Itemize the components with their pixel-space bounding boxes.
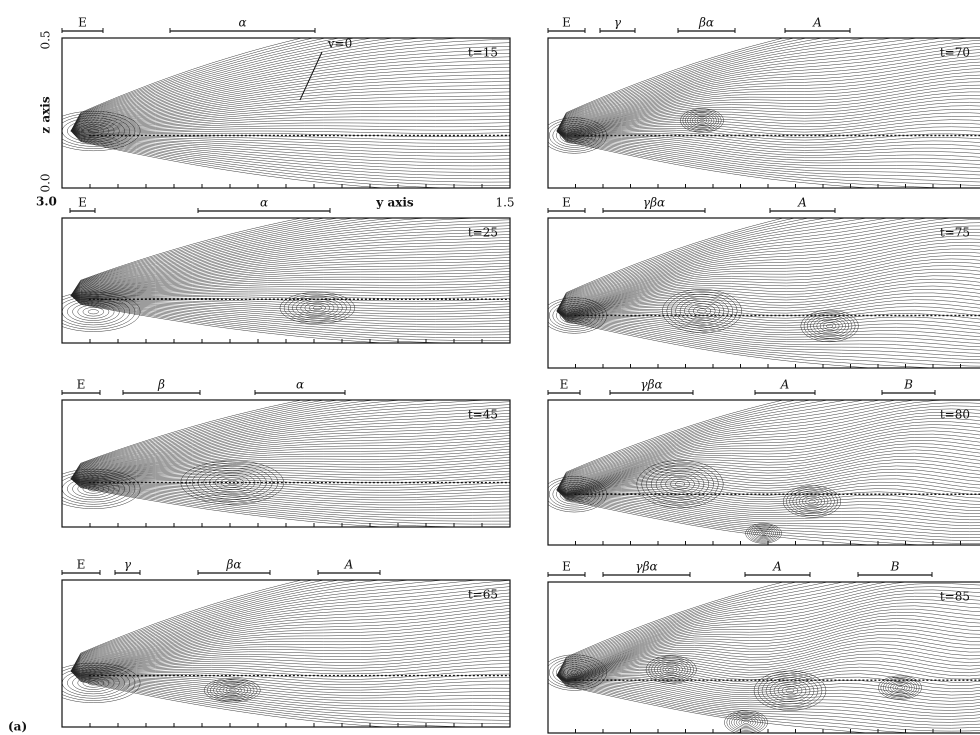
region-label: γ bbox=[124, 558, 132, 572]
region-label: E bbox=[77, 558, 86, 572]
figure: (a) 0.5 z axis 0.0 3.0 y axis 1.5 t=15 Eα… bbox=[0, 0, 980, 735]
panel-frame bbox=[548, 582, 980, 733]
region-label: A bbox=[797, 196, 807, 210]
region-label: E bbox=[77, 378, 86, 392]
region-label: E bbox=[78, 196, 87, 210]
time-label: t=65 bbox=[468, 588, 498, 602]
region-label: E bbox=[560, 378, 569, 392]
region-label: γ bbox=[614, 16, 622, 30]
y-right-label: 1.5 bbox=[495, 196, 514, 210]
region-label: B bbox=[903, 378, 913, 392]
region-label: βα bbox=[225, 558, 241, 572]
region-label: α bbox=[238, 16, 246, 30]
y-left-label: 3.0 bbox=[36, 195, 57, 209]
region-label: γβα bbox=[640, 378, 662, 392]
region-label: γβα bbox=[635, 560, 657, 574]
annotation: v=0 bbox=[327, 37, 352, 51]
y-axis-label: y axis bbox=[375, 196, 414, 210]
region-label: βα bbox=[698, 16, 714, 30]
region-label: A bbox=[780, 378, 790, 392]
region-label: β bbox=[157, 378, 165, 392]
z-top-label: 0.5 bbox=[39, 30, 53, 49]
time-label: t=75 bbox=[940, 226, 970, 240]
time-label: t=45 bbox=[468, 408, 498, 422]
region-label: E bbox=[562, 560, 571, 574]
region-label: E bbox=[562, 16, 571, 30]
time-label: t=70 bbox=[940, 46, 970, 60]
region-label: E bbox=[78, 16, 87, 30]
region-label: A bbox=[344, 558, 354, 572]
region-label: α bbox=[260, 196, 268, 210]
time-label: t=15 bbox=[468, 46, 498, 60]
region-label: γβα bbox=[643, 196, 665, 210]
region-label: A bbox=[772, 560, 782, 574]
region-label: α bbox=[296, 378, 304, 392]
region-label: B bbox=[890, 560, 900, 574]
z-axis-label: z axis bbox=[39, 96, 53, 133]
region-label: A bbox=[812, 16, 822, 30]
time-label: t=80 bbox=[940, 408, 970, 422]
figure-label: (a) bbox=[8, 720, 27, 734]
z-bottom-label: 0.0 bbox=[39, 173, 53, 192]
time-label: t=85 bbox=[940, 590, 970, 604]
region-label: E bbox=[562, 196, 571, 210]
time-label: t=25 bbox=[468, 226, 498, 240]
